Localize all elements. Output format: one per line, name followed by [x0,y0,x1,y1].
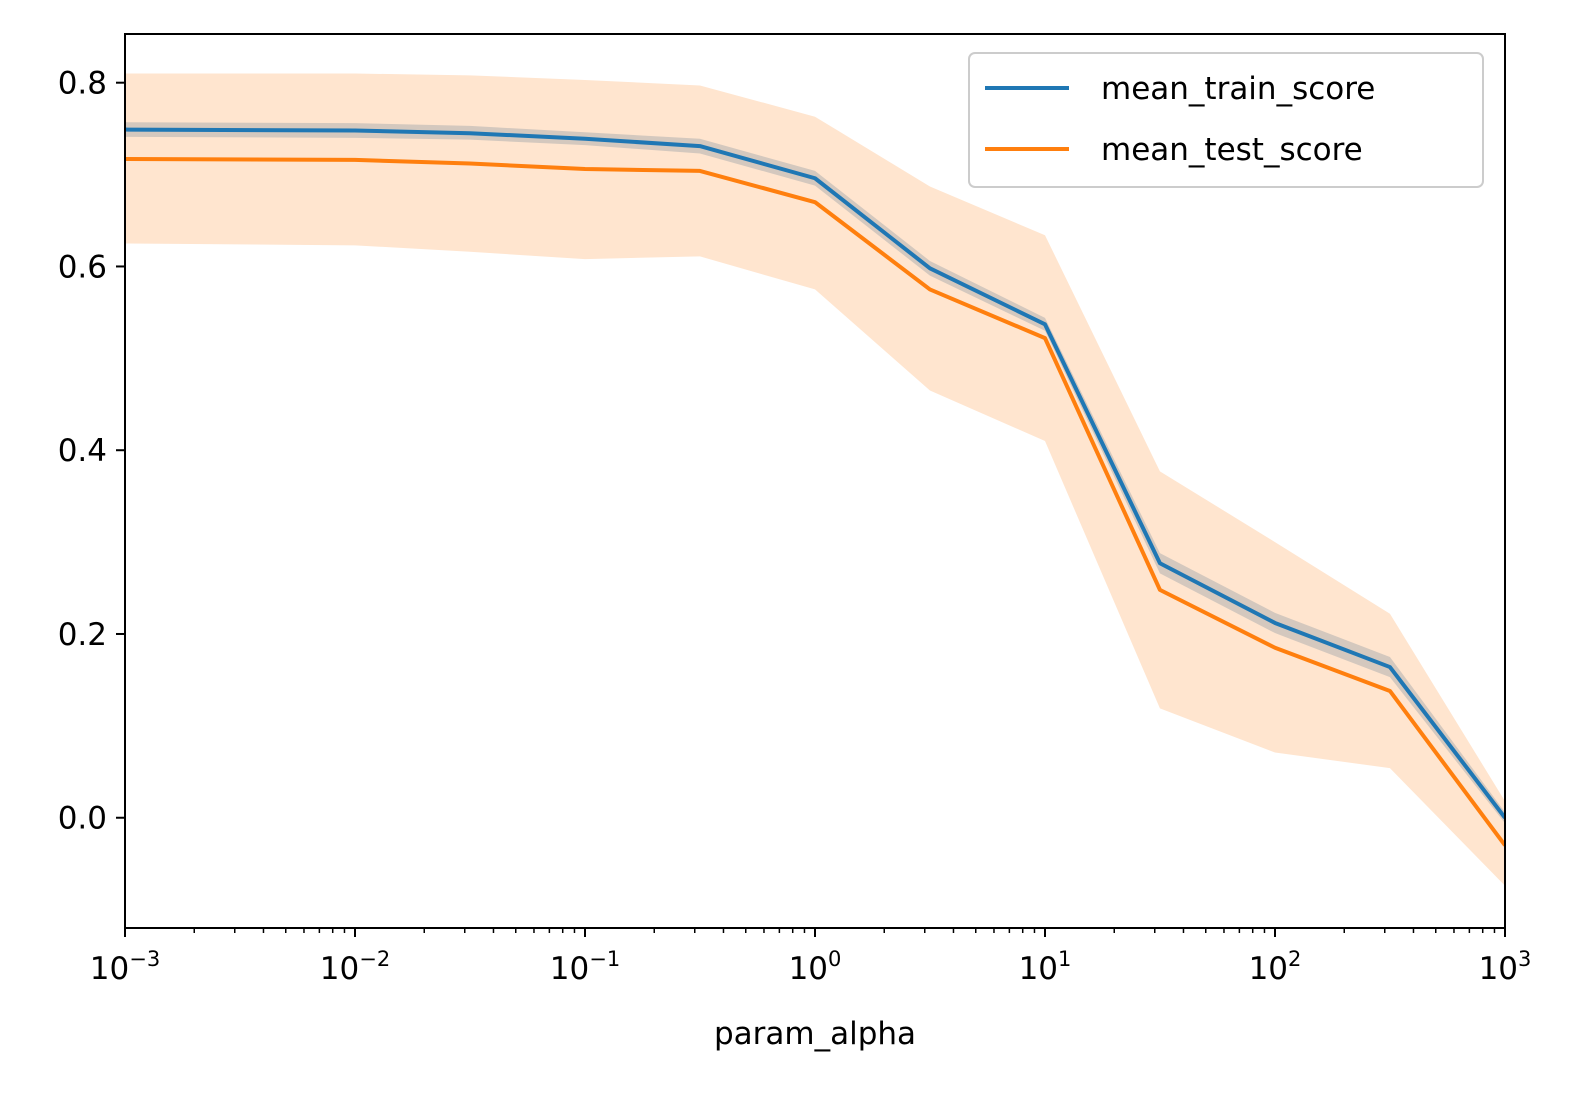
x-tick-label-base: 10 [1249,951,1288,987]
plot-area [125,73,1505,886]
legend-label-mean-test-score: mean_test_score [1101,132,1363,168]
x-tick-label-exponent: −3 [129,947,160,971]
x-tick-label-exponent: 1 [1058,947,1071,971]
x-tick-label-exponent: −1 [589,947,620,971]
x-tick-label-base: 10 [789,951,828,987]
x-tick-label: 10−1 [550,947,620,987]
x-tick-label: 10−3 [90,947,160,987]
y-tick-label: 0.8 [58,66,107,102]
axes: 0.00.20.40.60.810−3 10−2 10−1 100 101 102 103 [58,33,1532,987]
y-tick-label: 0.0 [58,801,107,837]
x-tick-label-base: 10 [90,951,129,987]
x-tick-label-exponent: 0 [828,947,841,971]
series-line-mean-train-score [125,127,1505,819]
x-tick-label: 10−2 [320,947,390,987]
x-tick-label: 103 [1479,947,1532,987]
x-tick-label-base: 10 [550,951,589,987]
x-tick-label-exponent: 3 [1518,947,1531,971]
x-tick-label: 100 [789,947,842,987]
x-tick-label-base: 10 [1019,951,1058,987]
series-line-mean-test-score [125,156,1505,847]
x-tick-label-exponent: −2 [359,947,390,971]
y-tick-label: 0.4 [58,433,107,469]
x-axis-label: param_alpha [714,1016,916,1052]
confidence-band-mean-test-score [125,73,1505,886]
x-tick-label-exponent: 2 [1288,947,1301,971]
plot-clipped [125,73,1505,886]
legend-label-mean-train-score: mean_train_score [1101,71,1375,107]
legend-box [968,52,1484,188]
legend: mean_train_score mean_test_score [968,52,1484,188]
y-tick-label: 0.2 [58,617,107,653]
x-tick-label: 101 [1019,947,1072,987]
x-tick-label-base: 10 [1479,951,1518,987]
x-tick-label-base: 10 [320,951,359,987]
x-tick-label: 102 [1249,947,1302,987]
y-tick-label: 0.6 [58,249,107,285]
